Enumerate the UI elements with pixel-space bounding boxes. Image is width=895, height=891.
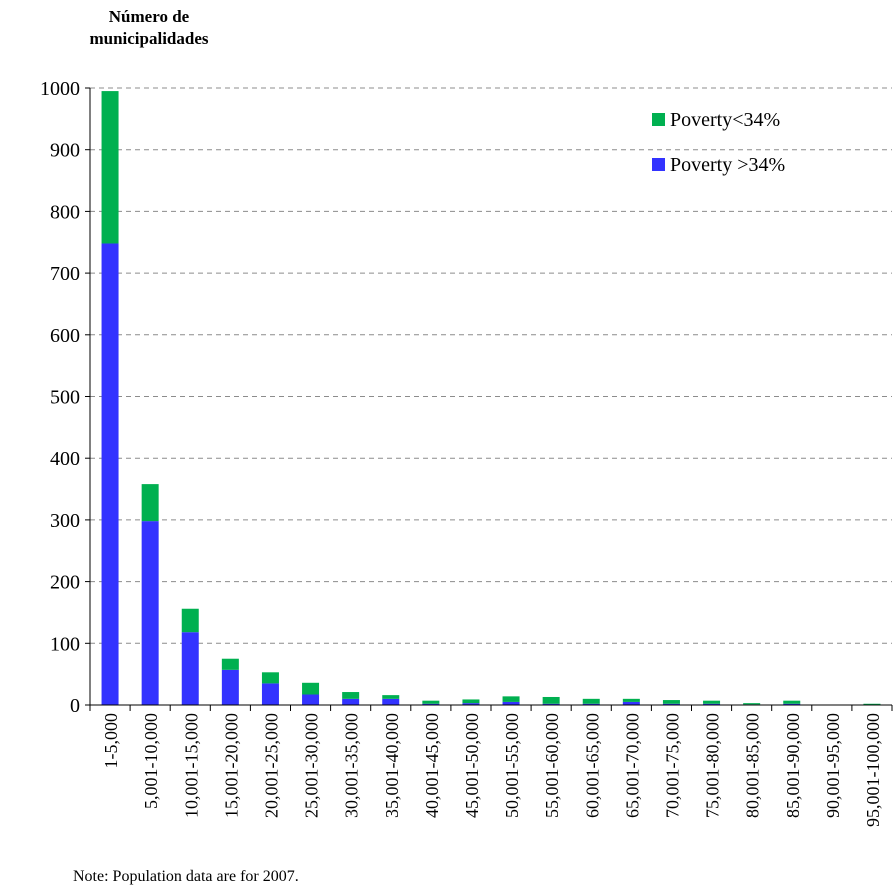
bar-segment-poverty-below-34 — [141, 484, 159, 522]
bar-segment-poverty-above-34 — [622, 701, 640, 705]
x-tick-labels: 1-5,000 5,001-10,000 10,001-15,000 15,001-2… — [101, 713, 883, 827]
bar-segment-poverty-above-34 — [261, 683, 279, 705]
y-tick-label: 900 — [50, 140, 80, 162]
y-tick-label: 800 — [50, 201, 80, 223]
gridlines — [90, 87, 892, 644]
y-tick-label: 500 — [50, 387, 80, 409]
axes — [85, 87, 893, 711]
bar-segment-poverty-below-34 — [302, 682, 320, 695]
bar-segment-poverty-above-34 — [181, 632, 199, 705]
bar-segment-poverty-above-34 — [422, 703, 440, 705]
y-tick-label: 700 — [50, 263, 80, 285]
y-tick-labels: 0 100 200 300 400 500 600 700 800 900 1000 — [40, 78, 80, 717]
x-tick-label: 60,001-65,000 — [582, 713, 602, 818]
bar-segment-poverty-above-34 — [542, 703, 560, 705]
x-tick-label: 55,001-60,000 — [542, 713, 562, 818]
legend: Poverty<34% Poverty >34% — [652, 109, 785, 176]
x-tick-label: 15,001-20,000 — [221, 713, 241, 818]
bar-segment-poverty-below-34 — [743, 703, 761, 705]
bar-segment-poverty-above-34 — [582, 703, 600, 705]
bar-segment-poverty-below-34 — [261, 672, 279, 684]
x-tick-label: 65,001-70,000 — [622, 713, 642, 818]
bar-segment-poverty-below-34 — [221, 658, 239, 670]
x-tick-label: 80,001-85,000 — [743, 713, 763, 818]
bar-segment-poverty-below-34 — [502, 696, 520, 702]
x-tick-label: 85,001-90,000 — [783, 713, 803, 818]
note-text: Note: Population data are for 2007. — [73, 868, 299, 885]
bar-segment-poverty-above-34 — [141, 521, 159, 705]
x-tick-label: 35,001-40,000 — [382, 713, 402, 818]
bar-segment-poverty-above-34 — [662, 703, 680, 705]
bar-segment-poverty-above-34 — [342, 698, 360, 705]
bars — [101, 91, 881, 706]
y-tick-label: 100 — [50, 633, 80, 655]
x-tick-label: 90,001-95,000 — [823, 713, 843, 818]
y-tick-label: 400 — [50, 448, 80, 470]
x-tick-label: 1-5,000 — [101, 713, 121, 769]
bar-segment-poverty-above-34 — [221, 669, 239, 705]
bar-segment-poverty-below-34 — [622, 698, 640, 702]
x-tick-label: 50,001-55,000 — [502, 713, 522, 818]
x-tick-label: 20,001-25,000 — [261, 713, 281, 818]
bar-segment-poverty-above-34 — [462, 703, 480, 705]
bar-segment-poverty-below-34 — [342, 692, 360, 699]
bar-segment-poverty-above-34 — [502, 701, 520, 705]
y-tick-label: 200 — [50, 572, 80, 594]
x-tick-label: 40,001-45,000 — [422, 713, 442, 818]
bar-segment-poverty-below-34 — [181, 608, 199, 633]
bar-segment-poverty-above-34 — [703, 703, 721, 705]
legend-label: Poverty >34% — [670, 154, 785, 176]
x-tick-label: 45,001-50,000 — [462, 713, 482, 818]
bar-segment-poverty-above-34 — [783, 703, 801, 705]
bar-segment-poverty-below-34 — [863, 703, 881, 705]
x-tick-label: 95,001-100,000 — [863, 713, 883, 827]
bar-segment-poverty-below-34 — [422, 700, 440, 704]
bar-segment-poverty-below-34 — [783, 700, 801, 704]
bar-segment-poverty-below-34 — [582, 698, 600, 704]
x-tick-label: 30,001-35,000 — [342, 713, 362, 818]
bar-segment-poverty-above-34 — [101, 243, 119, 705]
bar-segment-poverty-below-34 — [382, 695, 400, 699]
legend-swatch — [652, 158, 665, 171]
y-tick-label: 1000 — [40, 78, 80, 100]
bar-segment-poverty-below-34 — [462, 699, 480, 704]
x-tick-label: 25,001-30,000 — [302, 713, 322, 818]
bar-segment-poverty-above-34 — [382, 698, 400, 705]
bar-segment-poverty-below-34 — [662, 700, 680, 704]
bar-segment-poverty-below-34 — [703, 700, 721, 704]
y-axis-title: Número de municipalidades — [89, 7, 209, 48]
y-tick-label: 600 — [50, 325, 80, 347]
bar-segment-poverty-above-34 — [302, 694, 320, 705]
bar-segment-poverty-below-34 — [101, 91, 119, 244]
x-tick-label: 70,001-75,000 — [662, 713, 682, 818]
y-tick-label: 300 — [50, 510, 80, 532]
bar-segment-poverty-below-34 — [542, 696, 560, 704]
x-tick-label: 5,001-10,000 — [141, 713, 161, 809]
legend-label: Poverty<34% — [670, 109, 780, 131]
legend-swatch — [652, 113, 665, 126]
x-tick-label: 10,001-15,000 — [181, 713, 201, 818]
y-tick-label: 0 — [70, 695, 80, 717]
x-tick-label: 75,001-80,000 — [703, 713, 723, 818]
